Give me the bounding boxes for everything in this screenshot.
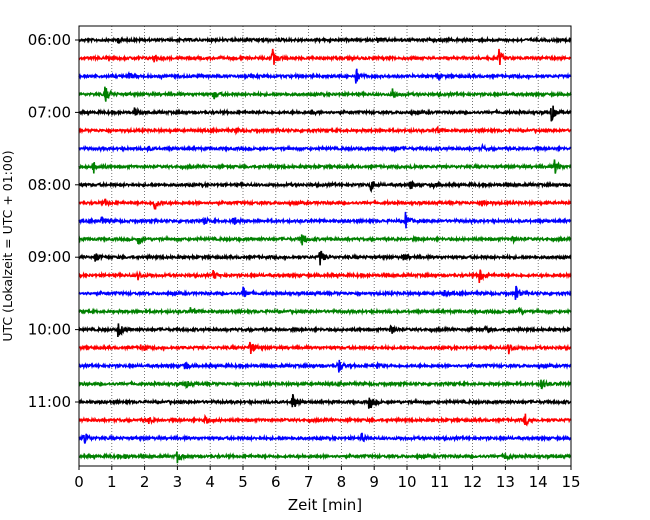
x-axis-title: Zeit [min] bbox=[288, 496, 362, 514]
x-tick-label: 6 bbox=[271, 473, 281, 491]
x-tick-label: 11 bbox=[430, 473, 449, 491]
seismogram-trace bbox=[78, 341, 572, 355]
vertical-grid bbox=[111, 26, 539, 466]
seismogram-trace bbox=[78, 269, 572, 284]
x-tick-label: 12 bbox=[463, 473, 482, 491]
x-tick-label: 2 bbox=[140, 473, 150, 491]
seismogram-trace bbox=[78, 86, 572, 102]
y-tick-label: 10:00 bbox=[28, 321, 71, 339]
y-axis: 06:00 07:00 08:00 09:00 10:00 11:00 bbox=[28, 31, 79, 411]
y-tick-label: 06:00 bbox=[28, 31, 71, 49]
seismogram-trace bbox=[78, 68, 572, 84]
seismogram-trace bbox=[78, 306, 572, 316]
y-tick-label: 11:00 bbox=[28, 393, 71, 411]
x-tick-label: 10 bbox=[397, 473, 416, 491]
seismogram-trace bbox=[78, 432, 572, 444]
seismogram-trace bbox=[78, 198, 572, 210]
seismogram-trace bbox=[78, 285, 572, 300]
x-tick-label: 15 bbox=[561, 473, 580, 491]
seismogram-trace bbox=[78, 359, 572, 373]
seismogram-trace bbox=[78, 211, 572, 229]
seismogram-trace bbox=[78, 159, 572, 174]
x-tick-label: 1 bbox=[107, 473, 117, 491]
seismogram-trace bbox=[78, 48, 572, 65]
seismogram-trace bbox=[78, 413, 572, 427]
x-tick-label: 5 bbox=[238, 473, 248, 491]
x-tick-label: 3 bbox=[173, 473, 183, 491]
seismogram-trace bbox=[78, 179, 572, 194]
x-tick-label: 0 bbox=[74, 473, 84, 491]
x-tick-label: 14 bbox=[529, 473, 548, 491]
y-tick-label: 08:00 bbox=[28, 176, 71, 194]
x-tick-label: 4 bbox=[205, 473, 215, 491]
seismogram-trace bbox=[78, 35, 572, 45]
x-tick-label: 9 bbox=[369, 473, 379, 491]
trace-group bbox=[78, 35, 572, 464]
seismogram-trace bbox=[78, 378, 572, 390]
seismogram-trace bbox=[78, 323, 572, 338]
x-tick-label: 13 bbox=[496, 473, 515, 491]
y-tick-label: 07:00 bbox=[28, 103, 71, 121]
seismogram-trace bbox=[78, 234, 572, 246]
seismogram-trace bbox=[78, 393, 572, 409]
plot-frame bbox=[78, 25, 572, 467]
seismogram-trace bbox=[78, 105, 572, 122]
y-tick-label: 09:00 bbox=[28, 248, 71, 266]
y-axis-title: UTC (Lokalzeit = UTC + 01:00) bbox=[0, 150, 15, 341]
x-tick-label: 7 bbox=[304, 473, 314, 491]
x-axis: 0 1 2 3 4 5 6 7 8 9 10 11 12 13 14 15 bbox=[74, 466, 581, 491]
seismogram-trace bbox=[78, 250, 572, 266]
x-tick-label: 8 bbox=[337, 473, 347, 491]
seismogram-trace bbox=[78, 451, 572, 464]
seismogram-trace bbox=[78, 125, 572, 136]
seismogram-trace bbox=[78, 142, 572, 154]
